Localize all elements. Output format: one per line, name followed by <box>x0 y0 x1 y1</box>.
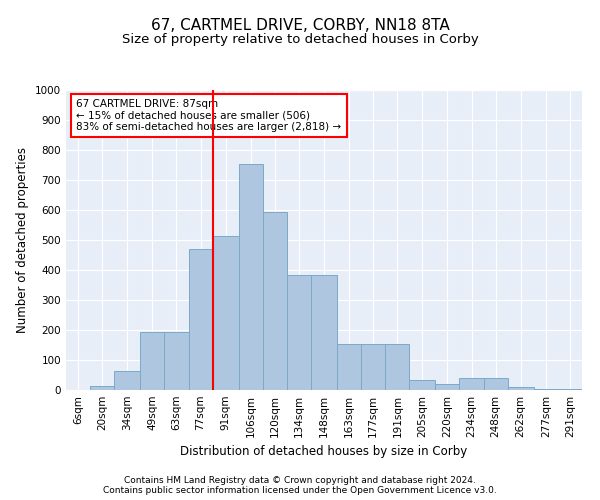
Bar <box>436 384 460 390</box>
Bar <box>409 380 436 390</box>
Bar <box>164 332 188 390</box>
Bar <box>337 344 361 390</box>
Bar <box>140 332 164 390</box>
Text: Contains HM Land Registry data © Crown copyright and database right 2024.: Contains HM Land Registry data © Crown c… <box>124 476 476 485</box>
Text: Size of property relative to detached houses in Corby: Size of property relative to detached ho… <box>122 32 478 46</box>
Bar <box>188 249 212 390</box>
Bar <box>385 344 409 390</box>
Bar <box>533 388 558 390</box>
Bar <box>212 236 239 390</box>
Text: Contains public sector information licensed under the Open Government Licence v3: Contains public sector information licen… <box>103 486 497 495</box>
Bar <box>263 212 287 390</box>
Bar <box>239 164 263 390</box>
Bar <box>460 378 484 390</box>
Text: 67 CARTMEL DRIVE: 87sqm
← 15% of detached houses are smaller (506)
83% of semi-d: 67 CARTMEL DRIVE: 87sqm ← 15% of detache… <box>76 99 341 132</box>
Bar <box>361 344 385 390</box>
Bar <box>311 274 337 390</box>
Y-axis label: Number of detached properties: Number of detached properties <box>16 147 29 333</box>
Bar <box>508 387 533 390</box>
Text: 67, CARTMEL DRIVE, CORBY, NN18 8TA: 67, CARTMEL DRIVE, CORBY, NN18 8TA <box>151 18 449 32</box>
Bar <box>484 378 508 390</box>
Bar <box>115 370 140 390</box>
X-axis label: Distribution of detached houses by size in Corby: Distribution of detached houses by size … <box>181 446 467 458</box>
Bar <box>287 274 311 390</box>
Bar <box>90 386 115 390</box>
